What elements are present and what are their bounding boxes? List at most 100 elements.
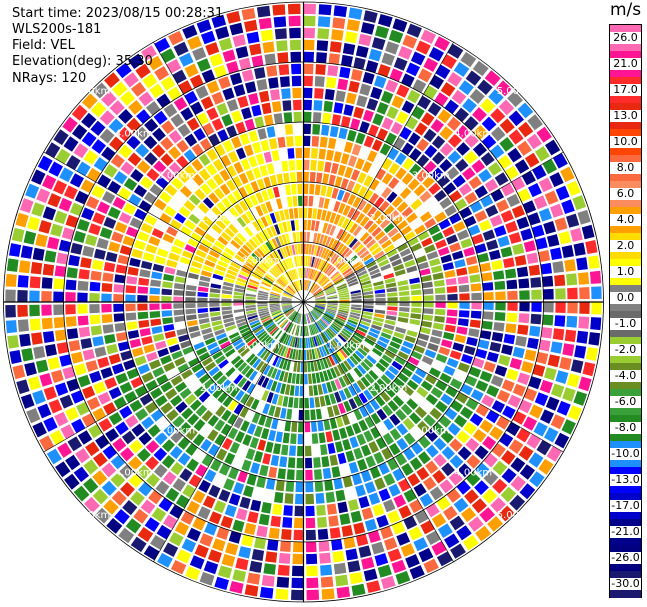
velocity-cell	[222, 285, 233, 291]
velocity-cell	[225, 325, 237, 332]
velocity-cell	[454, 198, 468, 211]
velocity-cell	[321, 456, 330, 468]
velocity-cell	[327, 406, 335, 418]
velocity-cell	[465, 437, 480, 452]
velocity-cell	[278, 332, 286, 342]
velocity-cell	[410, 51, 426, 66]
velocity-cell	[256, 476, 267, 488]
velocity-cell	[76, 401, 90, 416]
velocity-cell	[344, 344, 354, 354]
velocity-cell	[409, 565, 425, 580]
velocity-cell	[385, 132, 397, 146]
colorbar-tick-label: -30.0	[610, 577, 641, 590]
velocity-cell	[527, 212, 541, 226]
velocity-cell	[312, 270, 318, 280]
velocity-cell	[457, 463, 472, 478]
velocity-cell	[207, 549, 222, 563]
velocity-cell	[89, 370, 102, 384]
velocity-cell	[41, 304, 52, 316]
velocity-cell	[350, 510, 362, 523]
velocity-cell	[444, 533, 460, 549]
velocity-cell	[315, 245, 321, 257]
velocity-cell	[244, 183, 254, 196]
velocity-cell	[336, 189, 345, 201]
velocity-cell	[431, 329, 443, 338]
velocity-cell	[347, 207, 356, 219]
velocity-cell	[567, 405, 582, 421]
velocity-cell	[283, 292, 293, 298]
velocity-cell	[428, 224, 441, 236]
velocity-cell	[384, 319, 396, 326]
velocity-cell	[186, 527, 201, 542]
velocity-cell	[482, 488, 498, 504]
velocity-cell	[501, 450, 516, 465]
velocity-cell	[426, 251, 439, 260]
velocity-cell	[360, 22, 375, 35]
velocity-cell	[91, 185, 105, 199]
velocity-cell	[56, 252, 69, 265]
velocity-cell	[253, 450, 264, 463]
velocity-cell	[327, 442, 336, 454]
velocity-cell	[77, 219, 90, 232]
velocity-cell	[270, 515, 281, 527]
velocity-cell	[62, 366, 76, 380]
velocity-cell	[258, 17, 272, 30]
velocity-cell	[431, 541, 447, 556]
velocity-cell	[174, 521, 190, 536]
velocity-cell	[184, 63, 199, 78]
colorbar-tick-label: -4.0	[610, 370, 641, 382]
velocity-cell	[191, 260, 203, 269]
velocity-cell	[296, 457, 304, 469]
velocity-cell	[429, 336, 441, 345]
velocity-cell	[363, 219, 374, 230]
velocity-cell	[322, 112, 332, 124]
velocity-cell	[544, 190, 559, 205]
velocity-cell	[318, 246, 324, 257]
velocity-cell	[284, 384, 291, 395]
velocity-cell	[166, 59, 182, 74]
velocity-cell	[252, 220, 261, 232]
velocity-cell	[220, 340, 231, 350]
velocity-cell	[387, 297, 398, 302]
velocity-cell	[162, 233, 175, 244]
velocity-cell	[402, 157, 415, 171]
velocity-cell	[314, 294, 325, 299]
velocity-cell	[198, 391, 211, 403]
velocity-cell	[214, 419, 226, 432]
velocity-cell	[200, 438, 212, 452]
velocity-cell	[315, 372, 321, 383]
velocity-cell	[306, 349, 310, 361]
velocity-cell	[402, 385, 414, 396]
velocity-cell	[259, 349, 269, 359]
velocity-cell	[316, 52, 327, 64]
velocity-cell	[409, 457, 423, 471]
velocity-cell	[564, 259, 576, 272]
velocity-cell	[479, 262, 491, 272]
velocity-cell	[422, 176, 435, 189]
velocity-cell	[314, 305, 325, 310]
velocity-cell	[376, 254, 387, 264]
velocity-cell	[327, 296, 338, 300]
velocity-cell	[295, 481, 304, 493]
velocity-cell	[451, 89, 467, 105]
velocity-cell	[532, 364, 546, 377]
velocity-cell	[263, 364, 271, 376]
velocity-cell	[243, 332, 254, 341]
velocity-cell	[311, 310, 319, 320]
velocity-cell	[328, 355, 336, 366]
velocity-cell	[225, 273, 236, 280]
velocity-cell	[324, 89, 335, 101]
velocity-cell	[289, 284, 297, 293]
velocity-cell	[491, 332, 504, 342]
velocity-cell	[479, 330, 492, 340]
velocity-cell	[261, 102, 272, 115]
velocity-cell	[182, 24, 198, 39]
velocity-cell	[498, 354, 511, 367]
velocity-cell	[244, 584, 259, 597]
velocity-cell	[262, 259, 271, 269]
colorbar-tick-label: -21.0	[610, 525, 641, 538]
velocity-cell	[209, 311, 221, 317]
velocity-cell	[277, 564, 290, 576]
velocity-cell	[382, 432, 394, 446]
velocity-cell	[128, 193, 142, 206]
